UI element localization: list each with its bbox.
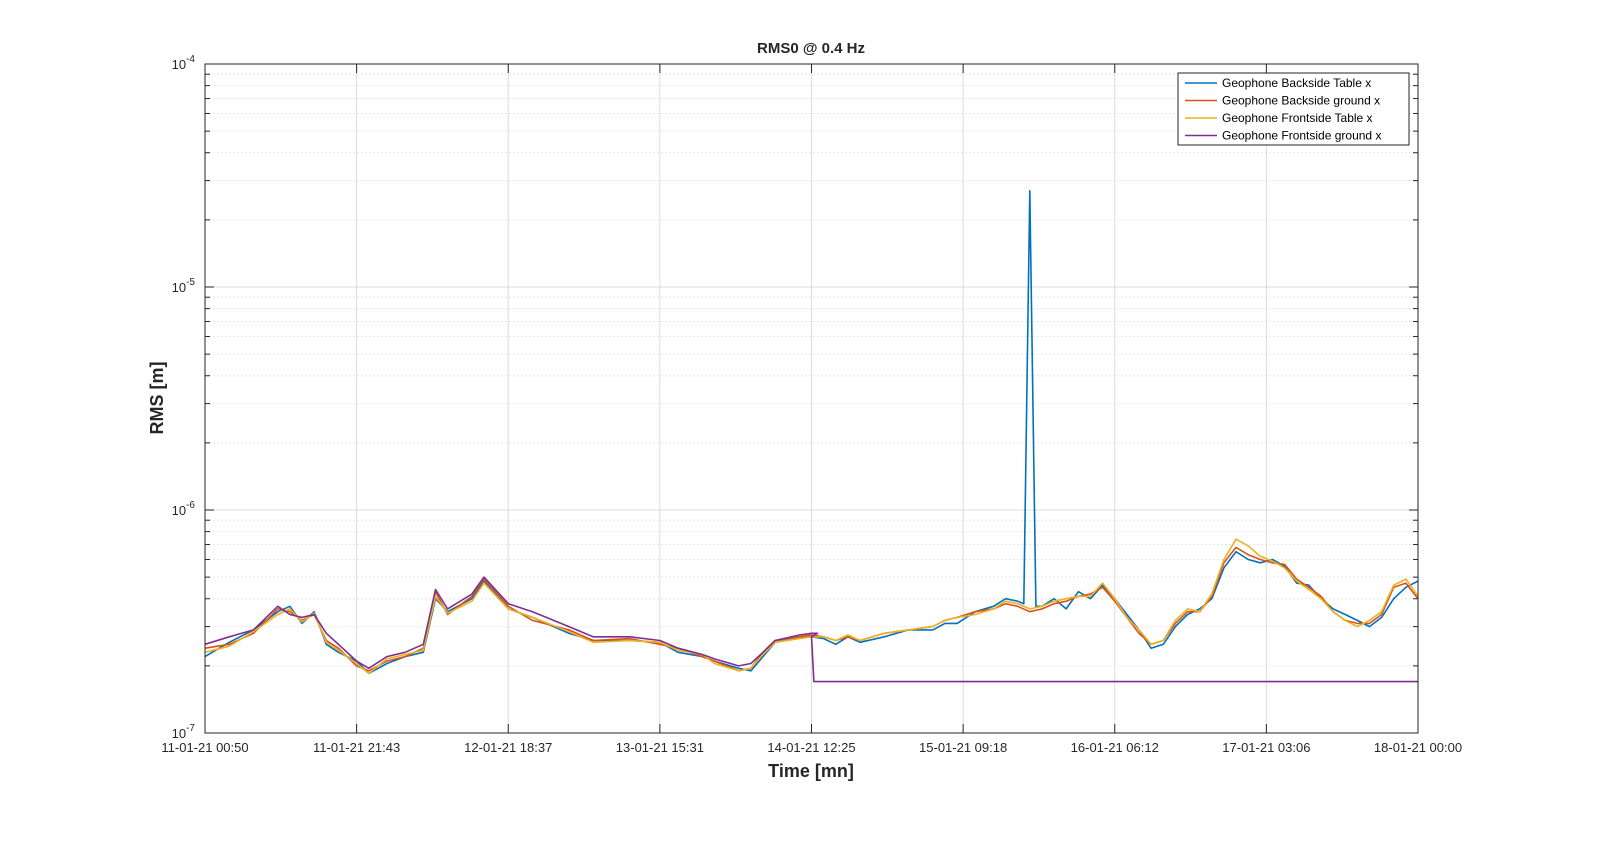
legend-label: Geophone Frontside Table x bbox=[1222, 111, 1373, 125]
legend-label: Geophone Backside Table x bbox=[1222, 76, 1371, 90]
x-tick-label: 11-01-21 21:43 bbox=[313, 740, 400, 755]
chart-title: RMS0 @ 0.4 Hz bbox=[757, 40, 865, 57]
x-tick-label: 12-01-21 18:37 bbox=[464, 740, 552, 755]
y-tick-label: 10-4 bbox=[172, 54, 196, 72]
x-tick-label: 15-01-21 09:18 bbox=[919, 740, 1007, 755]
x-tick-label: 14-01-21 12:25 bbox=[767, 740, 855, 755]
y-tick-label: 10-6 bbox=[172, 500, 196, 518]
y-tick-label: 10-7 bbox=[172, 723, 196, 741]
x-tick-label: 17-01-21 03:06 bbox=[1222, 740, 1310, 755]
y-tick-label: 10-5 bbox=[172, 277, 196, 295]
x-tick-label: 11-01-21 00:50 bbox=[161, 740, 248, 755]
series-lines bbox=[204, 190, 1419, 683]
y-axis-label: RMS [m] bbox=[147, 362, 167, 435]
x-tick-label: 13-01-21 15:31 bbox=[616, 740, 704, 755]
x-axis-label: Time [mn] bbox=[768, 761, 854, 781]
legend: Geophone Backside Table x Geophone Backsi… bbox=[1177, 72, 1410, 146]
legend-label: Geophone Backside ground x bbox=[1222, 94, 1380, 108]
x-tick-label: 16-01-21 06:12 bbox=[1071, 740, 1159, 755]
x-tick-label: 18-01-21 00:00 bbox=[1374, 740, 1462, 755]
tick-marks bbox=[204, 63, 1419, 734]
series-line-3 bbox=[204, 538, 1419, 675]
legend-label: Geophone Frontside ground x bbox=[1222, 129, 1381, 143]
y-tick-labels: 10-7 10-6 10-5 10-4 bbox=[172, 54, 196, 741]
plot-area bbox=[204, 63, 1419, 734]
series-line-4 bbox=[204, 576, 1418, 683]
x-tick-labels: 11-01-21 00:50 11-01-21 21:43 12-01-21 18:… bbox=[161, 740, 1462, 755]
